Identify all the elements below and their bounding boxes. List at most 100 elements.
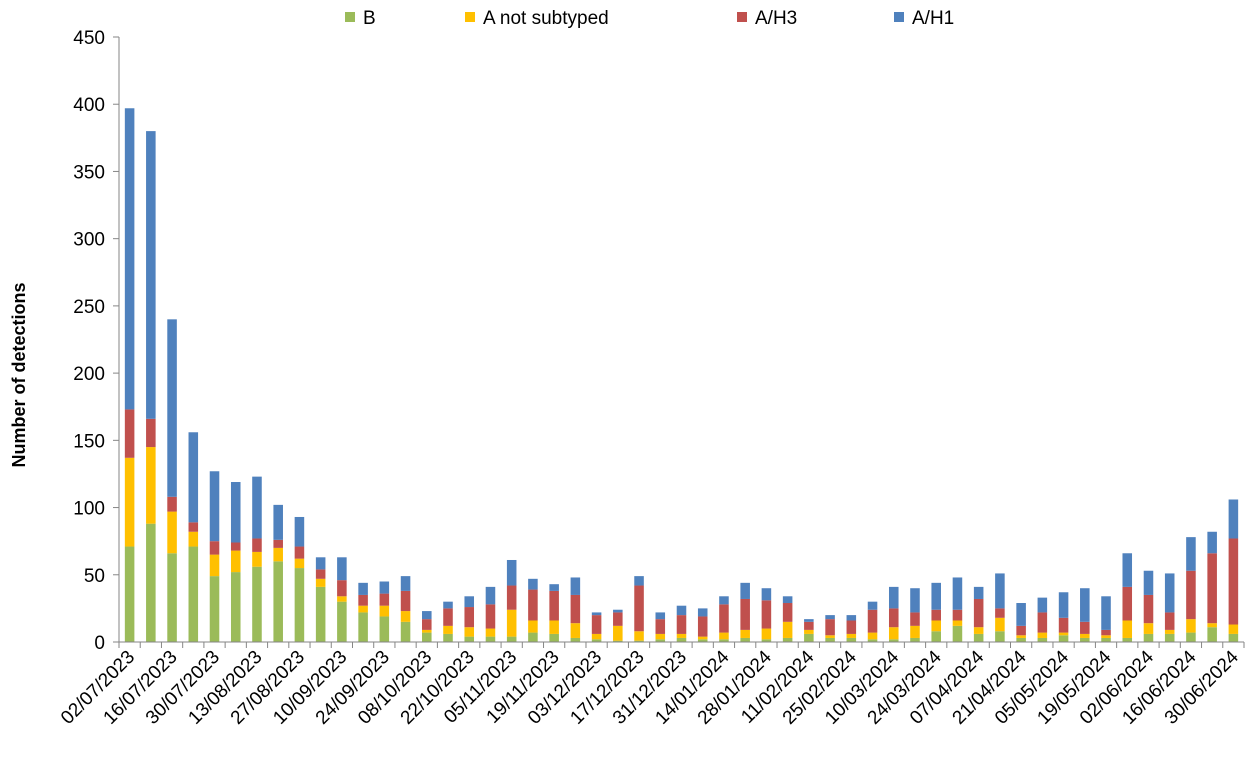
legend-label-a-h3: A/H3 [755,8,797,29]
bar-segment-b-27 [697,639,708,642]
bar-segment-a-h3-36 [888,608,899,628]
bar-segment-a-h1-41 [995,573,1005,609]
bar-segment-b-37 [910,637,920,642]
bar-segment-a-not-subtyped-30 [761,628,772,640]
bar-segment-b-3 [188,546,199,642]
bar-segment-a-h1-30 [761,588,772,601]
bar-segment-a-h3-19 [528,589,538,621]
y-tick-label: 200 [73,364,105,385]
bar-segment-a-h1-34 [846,615,857,621]
bar-segment-b-31 [782,637,793,642]
bar-segment-b-23 [613,640,623,642]
bar-segment-a-h3-6 [252,538,262,552]
bar-segment-a-not-subtyped-11 [358,605,368,613]
bar-segment-a-not-subtyped-44 [1058,632,1069,636]
bar-segment-a-not-subtyped-2 [167,511,177,554]
bar-segment-a-not-subtyped-38 [931,620,941,632]
bar-segment-a-h1-6 [252,476,262,539]
bar-segment-a-h3-17 [485,604,496,629]
bar-segment-b-47 [1122,637,1133,642]
bar-segment-a-h1-23 [613,609,623,613]
bar-segment-a-not-subtyped-6 [252,551,262,567]
bar-segment-b-21 [570,637,581,642]
bar-segment-a-h3-12 [379,593,390,606]
bar-segment-a-h3-23 [613,612,623,626]
bar-segment-a-h1-21 [570,577,581,595]
bar-segment-a-h3-5 [230,542,241,551]
bar-segment-b-5 [230,572,241,642]
bar-segment-a-h3-4 [209,541,220,555]
bar-segment-a-h3-28 [719,604,729,633]
bar-segment-a-h1-46 [1101,596,1111,630]
bar-segment-a-h1-40 [973,586,984,599]
bar-segment-a-not-subtyped-33 [825,635,835,638]
bar-segment-a-h3-22 [591,615,602,634]
axes [118,37,1244,643]
bar-segment-a-not-subtyped-8 [294,558,305,569]
bar-segment-a-h1-3 [188,432,199,523]
legend-swatch-b [345,12,355,22]
bar-segment-a-not-subtyped-35 [867,632,878,640]
bar-segment-a-h1-19 [528,578,538,590]
legend: B A not subtyped A/H3 A/H1 [345,8,954,29]
bar-segment-b-46 [1101,637,1111,642]
bar-segment-b-6 [252,566,262,642]
bar-segment-b-39 [952,625,963,642]
bar-segment-a-h1-50 [1186,537,1196,571]
bar-segment-a-h3-7 [273,539,283,548]
bar-segment-a-h3-45 [1080,621,1090,634]
bar-segment-a-h1-22 [591,612,602,616]
bar-segment-a-not-subtyped-7 [273,547,283,562]
bar-segment-a-h3-33 [825,619,835,636]
bar-segment-a-h1-36 [888,586,899,609]
bar-segment-b-52 [1228,633,1239,642]
bar-segment-b-28 [719,639,729,642]
bar-segment-a-h3-32 [804,621,814,630]
bar-segment-a-h3-9 [315,569,326,579]
bar-segment-a-h1-45 [1080,588,1090,622]
bar-segment-b-40 [973,633,984,642]
bar-segment-a-h3-15 [443,608,453,626]
bar-segment-a-not-subtyped-22 [591,633,602,640]
bar-segment-a-h3-48 [1143,594,1154,624]
bar-segment-a-h1-28 [719,596,729,605]
bar-segment-b-14 [422,632,432,642]
bar-segment-b-8 [294,568,305,642]
bar-segment-a-not-subtyped-34 [846,633,857,638]
y-axis-label: Number of detections [9,282,29,467]
bar-segment-a-not-subtyped-29 [740,629,750,638]
bar-segment-a-h3-50 [1186,570,1196,620]
bar-segment-a-h3-11 [358,594,368,606]
bar-segment-a-h3-41 [995,608,1005,618]
bar-segment-a-not-subtyped-41 [995,617,1005,632]
bar-segment-a-h1-43 [1037,597,1048,613]
bar-segment-a-not-subtyped-14 [422,629,432,633]
y-tick-label: 0 [94,633,105,654]
bar-segment-b-33 [825,637,835,642]
y-ticks: 0 50 100 150 200 250 300 350 400 450 [73,28,119,654]
bar-segment-b-45 [1080,637,1090,642]
y-tick-label: 300 [73,230,105,251]
bar-segment-a-h3-26 [676,615,687,634]
bar-segment-b-36 [888,639,899,642]
bar-segment-a-not-subtyped-13 [400,611,411,622]
y-tick-label: 100 [73,499,105,520]
bar-segment-b-22 [591,639,602,642]
legend-swatch-a-not-subtyped [465,12,475,22]
bar-segment-a-h1-25 [655,612,666,620]
bar-segment-b-11 [358,612,368,642]
bar-segment-a-h3-29 [740,598,750,630]
bar-segment-a-h3-20 [549,590,559,621]
bar-segment-a-h1-47 [1122,553,1133,587]
bar-segment-a-h1-33 [825,615,835,620]
bar-segment-a-not-subtyped-18 [506,609,517,637]
bar-segment-a-h3-42 [1016,625,1026,636]
bar-segment-a-not-subtyped-46 [1101,635,1111,638]
bar-segment-a-h1-8 [294,516,305,547]
bar-segment-a-h3-27 [697,616,708,637]
bar-segment-b-49 [1164,633,1175,642]
bar-segment-b-43 [1037,637,1048,642]
bar-segment-a-not-subtyped-39 [952,620,963,626]
bar-segment-b-24 [634,640,644,642]
bar-segment-b-29 [740,637,750,642]
